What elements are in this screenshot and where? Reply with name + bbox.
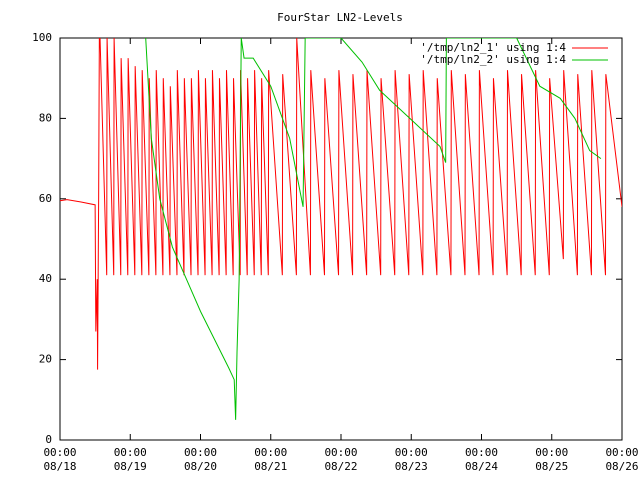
chart-title: FourStar LN2-Levels [277,11,403,24]
y-tick-label: 40 [39,272,52,285]
plot-area [60,38,622,420]
x-tick-label: 00:00 08/22 [324,446,358,473]
y-tick-label: 0 [45,433,52,446]
y-tick-label: 60 [39,192,52,205]
y-tick-label: 20 [39,353,52,366]
x-tick-label: 00:00 08/24 [464,446,499,473]
x-tick-label: 00:00 08/20 [183,446,218,473]
x-tick-label: 00:00 08/21 [254,446,288,473]
x-tick-label: 00:00 08/23 [394,446,428,473]
y-tick-label: 100 [32,31,52,44]
x-tick-label: 00:00 08/26 [605,446,639,473]
series-line [60,38,622,370]
x-tick-label: 00:00 08/19 [113,446,147,473]
x-tick-label: 00:00 08/25 [535,446,569,473]
y-tick-label: 80 [39,111,52,124]
legend-label: '/tmp/ln2_2' using 1:4 [420,53,566,66]
legend-label: '/tmp/ln2_1' using 1:4 [420,41,566,54]
series-line [145,38,602,420]
x-tick-label: 00:00 08/18 [43,446,77,473]
